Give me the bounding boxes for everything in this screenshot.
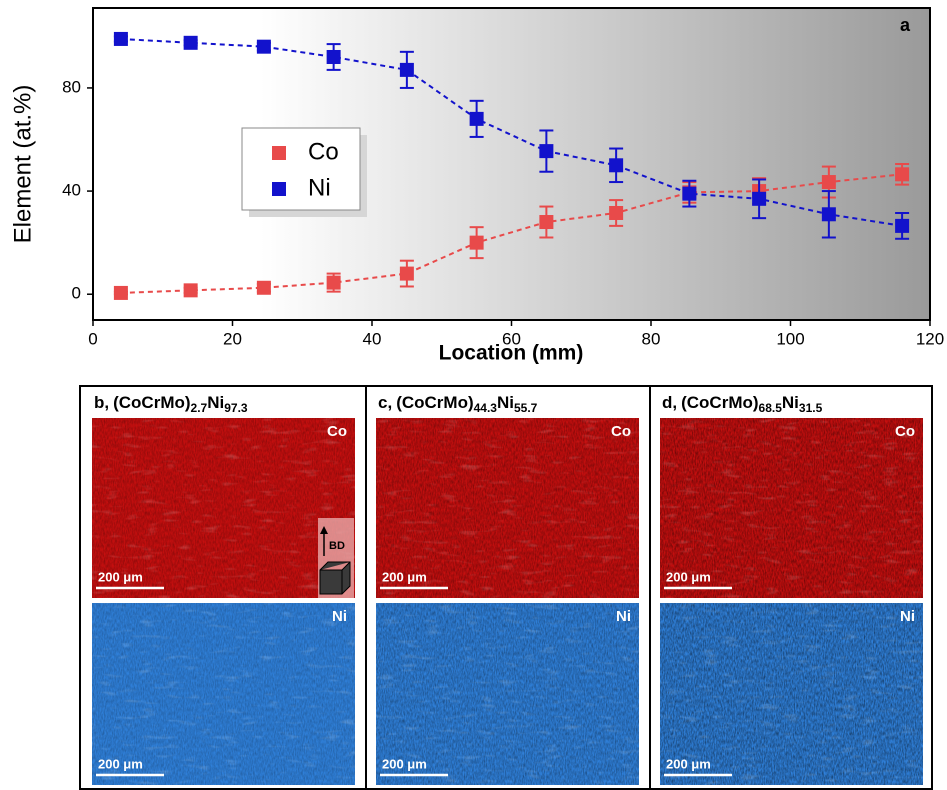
marker xyxy=(752,191,767,206)
title-part: 44.3 xyxy=(474,401,498,415)
title-part: (CoCrMo) xyxy=(113,393,190,412)
element-label: Ni xyxy=(900,608,915,625)
marker xyxy=(821,207,836,222)
marker xyxy=(895,218,910,233)
title-part: Ni xyxy=(207,393,224,412)
element-label: Co xyxy=(611,423,631,440)
x-tick-label: 20 xyxy=(223,329,242,348)
title-part: Ni xyxy=(782,393,799,412)
series-line xyxy=(120,173,903,294)
marker xyxy=(113,285,128,300)
element-label: Co xyxy=(327,423,347,440)
title-part: b, xyxy=(94,393,109,412)
marker xyxy=(895,167,910,182)
panel-title: c, (CoCrMo)44.3Ni55.7 xyxy=(378,393,538,415)
scale-label: 200 μm xyxy=(382,756,427,771)
marker xyxy=(609,205,624,220)
legend-marker xyxy=(272,182,286,196)
title-part: d, xyxy=(662,393,677,412)
title-part: 55.7 xyxy=(514,401,538,415)
x-tick-label: 40 xyxy=(363,329,382,348)
title-part: c, xyxy=(378,393,392,412)
title-part: 2.7 xyxy=(191,401,208,415)
annotation: a xyxy=(900,15,911,35)
legend-label: Co xyxy=(308,138,339,165)
marker xyxy=(469,235,484,250)
scale-label: 200 μm xyxy=(98,756,143,771)
map-highlight xyxy=(92,603,355,785)
plot-background xyxy=(93,8,930,320)
title-part: 31.5 xyxy=(799,401,823,415)
marker xyxy=(256,280,271,295)
title-part: Ni xyxy=(497,393,514,412)
scale-label: 200 μm xyxy=(382,569,427,584)
scale-label: 200 μm xyxy=(98,569,143,584)
marker xyxy=(399,62,414,77)
map-highlight xyxy=(660,603,923,785)
map-highlight xyxy=(92,418,355,598)
panel-title: d, (CoCrMo)68.5Ni31.5 xyxy=(662,393,823,415)
y-tick-label: 0 xyxy=(72,284,81,303)
bd-arrowhead xyxy=(320,526,328,534)
marker xyxy=(326,49,341,64)
x-tick-label: 0 xyxy=(88,329,97,348)
element-label: Ni xyxy=(616,608,631,625)
legend-box xyxy=(241,127,361,211)
panel-frame xyxy=(79,385,933,790)
marker xyxy=(539,144,554,159)
marker xyxy=(183,35,198,50)
element-label: Co xyxy=(895,423,915,440)
marker xyxy=(821,175,836,190)
title-part: 97.3 xyxy=(224,401,248,415)
x-axis-title: Location (mm) xyxy=(439,342,584,365)
map-highlight xyxy=(376,603,639,785)
marker xyxy=(256,39,271,54)
x-tick-label: 60 xyxy=(502,329,521,348)
legend-label: Ni xyxy=(308,174,331,201)
map-highlight xyxy=(660,418,923,598)
scale-label: 200 μm xyxy=(666,756,711,771)
panel-title: b, (CoCrMo)2.7Ni97.3 xyxy=(94,393,248,415)
title-part: (CoCrMo) xyxy=(396,393,473,412)
x-tick-label: 120 xyxy=(916,329,944,348)
scale-label: 200 μm xyxy=(666,569,711,584)
y-axis-title: Element (at.%) xyxy=(9,85,36,244)
title-part: (CoCrMo) xyxy=(681,393,758,412)
x-tick-label: 80 xyxy=(642,329,661,348)
marker xyxy=(609,158,624,173)
series-line xyxy=(120,37,903,227)
plot xyxy=(113,31,910,300)
element-label: Ni xyxy=(332,608,347,625)
legend xyxy=(241,127,367,217)
title-part: 68.5 xyxy=(759,401,783,415)
legend-marker xyxy=(272,146,286,160)
map-highlight xyxy=(376,418,639,598)
marker xyxy=(399,266,414,281)
marker xyxy=(682,186,697,201)
marker xyxy=(326,275,341,290)
marker xyxy=(539,215,554,230)
x-tick-label: 100 xyxy=(776,329,804,348)
marker xyxy=(113,31,128,46)
bd-label: BD xyxy=(329,540,345,552)
y-tick-label: 80 xyxy=(62,77,81,96)
bd-cube xyxy=(319,561,351,595)
marker xyxy=(469,111,484,126)
marker xyxy=(183,283,198,298)
y-tick-label: 40 xyxy=(62,181,81,200)
